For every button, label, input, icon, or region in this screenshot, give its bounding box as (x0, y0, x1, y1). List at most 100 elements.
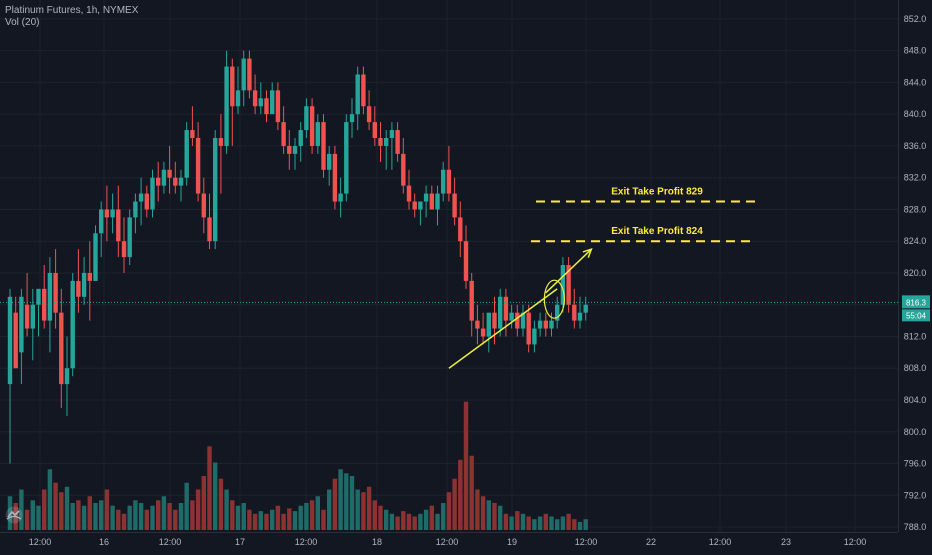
candle-body (275, 90, 281, 123)
candle-body (190, 130, 195, 138)
price-tick-label: 796.0 (904, 459, 927, 469)
volume-bar (161, 496, 167, 530)
volume-bar (401, 511, 406, 530)
time-scale-border (0, 532, 898, 533)
volume-bar (150, 505, 155, 530)
time-tick-label: 17 (235, 537, 245, 547)
candle-body (366, 106, 372, 123)
symbol-label[interactable]: Platinum Futures, 1h, NYMEX (5, 5, 139, 16)
candle-body (213, 138, 218, 242)
candle-body (537, 320, 543, 329)
volume-bar (378, 505, 383, 530)
volume-bar (241, 503, 246, 530)
price-tick-label: 840.0 (904, 109, 927, 119)
candle-body (150, 177, 155, 210)
price-tick-label: 808.0 (904, 363, 927, 373)
candle-body (372, 122, 377, 138)
volume-bar (406, 513, 412, 530)
candle-body (463, 241, 469, 281)
price-tick-label: 800.0 (904, 427, 927, 437)
candle-body (81, 272, 87, 297)
volume-bar (583, 519, 588, 530)
tradingview-logo-icon[interactable] (4, 506, 24, 524)
volume-bar (355, 489, 360, 530)
chart-legend: Platinum Futures, 1h, NYMEX Vol (20) (5, 5, 138, 29)
highlight-ellipse (543, 279, 565, 319)
volume-bar (70, 503, 75, 530)
candle-body (384, 138, 389, 146)
price-tick-label: 828.0 (904, 204, 927, 214)
price-tick-label: 848.0 (904, 46, 927, 56)
candle-body (344, 122, 349, 194)
candle-body (270, 90, 275, 115)
price-scale-border (898, 0, 899, 532)
volume-bar (555, 519, 560, 530)
volume-bar (230, 500, 235, 530)
candle-body (195, 138, 201, 194)
volume-bar (321, 509, 326, 530)
candle-body (549, 320, 554, 329)
volume-bar (509, 516, 514, 530)
volume-bar (338, 469, 343, 530)
volume-bar (532, 519, 537, 530)
time-tick-label: 12:00 (844, 537, 867, 547)
volume-bar (213, 462, 218, 530)
time-tick-label: 19 (507, 537, 517, 547)
price-tick-label: 852.0 (904, 14, 927, 24)
volume-bar (572, 519, 577, 530)
candle-body (532, 328, 537, 345)
candle-body (321, 122, 326, 170)
volume-bar (258, 511, 263, 530)
candle-body (110, 209, 115, 218)
candle-body (543, 320, 548, 329)
volume-bar (537, 516, 543, 530)
volume-bar (389, 513, 395, 530)
volume-bar (195, 489, 201, 530)
volume-bar (81, 505, 87, 530)
candle-body (235, 90, 241, 107)
volume-indicator-label[interactable]: Vol (20) (5, 17, 40, 28)
candle-body (30, 304, 35, 329)
volume-bar (275, 505, 281, 530)
time-tick-label: 12:00 (436, 537, 459, 547)
candle-body (338, 193, 343, 202)
volume-bar (327, 489, 332, 530)
volume-bar (87, 496, 92, 530)
time-tick-label: 23 (781, 537, 791, 547)
volume-bar (435, 513, 440, 530)
candle-body (42, 288, 47, 321)
volume-bar (287, 508, 292, 530)
candle-body (47, 272, 53, 321)
volume-bar (549, 516, 554, 530)
volume-bar (361, 492, 366, 530)
candle-body (127, 217, 132, 258)
candle-body (87, 272, 92, 281)
candle-body (70, 280, 75, 369)
volume-bar (190, 500, 195, 530)
candle-body (19, 296, 24, 353)
candle-body (7, 296, 13, 385)
candle-body (583, 304, 588, 313)
candle-body (446, 169, 452, 194)
volume-bar (42, 489, 47, 530)
candle-body (309, 106, 315, 146)
volume-bar (566, 513, 571, 530)
candle-body (24, 304, 30, 329)
candle-body (121, 241, 127, 258)
volume-bar (116, 509, 121, 530)
volume-bar (486, 500, 491, 530)
volume-bar (19, 489, 24, 530)
time-tick-label: 16 (99, 537, 109, 547)
volume-bar (446, 492, 452, 530)
candle-body (224, 66, 229, 146)
volume-bar (207, 446, 212, 530)
time-tick-label: 12:00 (159, 537, 182, 547)
volume-bar (133, 500, 138, 530)
candle-body (423, 193, 429, 202)
volume-bar (372, 500, 377, 530)
candle-body (138, 193, 144, 202)
price-tick-label: 824.0 (904, 236, 927, 246)
candle-body (241, 58, 246, 91)
